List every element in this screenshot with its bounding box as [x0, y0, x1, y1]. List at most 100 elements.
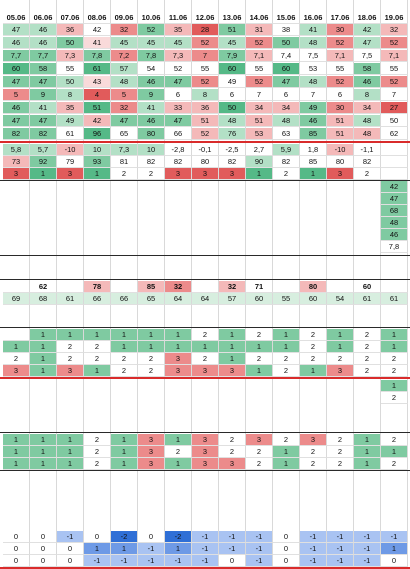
table-cell[interactable]: 43 — [84, 76, 111, 88]
table-cell[interactable]: 1 — [246, 365, 273, 377]
table-cell[interactable]: 73 — [3, 156, 30, 168]
table-cell[interactable]: 2 — [84, 434, 111, 446]
table-cell[interactable]: 46 — [30, 24, 57, 36]
table-cell[interactable]: 82 — [219, 156, 246, 168]
table-cell[interactable]: 1 — [165, 341, 192, 353]
table-cell[interactable]: 51 — [219, 24, 246, 36]
table-cell[interactable]: 1 — [30, 365, 57, 377]
table-cell[interactable]: 60 — [3, 63, 30, 75]
table-cell[interactable]: 2 — [381, 365, 408, 377]
table-cell[interactable]: 1 — [57, 458, 84, 470]
table-cell[interactable]: 46 — [138, 76, 165, 88]
table-cell[interactable]: 90 — [246, 156, 273, 168]
table-cell[interactable]: 7,3 — [111, 144, 138, 156]
table-cell[interactable]: 47 — [3, 24, 30, 36]
table-cell[interactable]: 2 — [354, 365, 381, 377]
table-cell[interactable]: 46 — [3, 102, 30, 114]
table-cell[interactable]: 46 — [381, 229, 408, 241]
table-cell[interactable]: 2 — [219, 446, 246, 458]
table-cell[interactable]: -1 — [246, 555, 273, 567]
table-cell[interactable]: 4 — [84, 89, 111, 101]
table-cell[interactable]: -1 — [300, 531, 327, 543]
table-cell[interactable]: 2 — [300, 446, 327, 458]
table-cell[interactable]: 1 — [165, 458, 192, 470]
table-cell[interactable]: -10 — [57, 144, 84, 156]
table-cell[interactable]: 2 — [300, 353, 327, 365]
table-cell[interactable]: 61 — [57, 293, 84, 305]
table-cell[interactable]: 1 — [84, 543, 111, 555]
table-cell[interactable]: 45 — [219, 37, 246, 49]
table-cell[interactable]: 1 — [84, 365, 111, 377]
table-cell[interactable]: 2 — [246, 458, 273, 470]
table-cell[interactable]: 66 — [84, 293, 111, 305]
table-cell[interactable]: 27 — [381, 102, 408, 114]
table-cell[interactable]: -1 — [354, 555, 381, 567]
table-cell[interactable]: 68 — [381, 205, 408, 217]
table-cell[interactable]: 7,8 — [381, 241, 408, 253]
table-cell[interactable]: 66 — [165, 128, 192, 140]
table-cell[interactable]: 7,3 — [57, 50, 84, 62]
date-header-cell[interactable]: 06.06 — [30, 12, 57, 24]
table-cell[interactable]: 47 — [30, 115, 57, 127]
table-cell[interactable]: 1 — [111, 446, 138, 458]
table-cell[interactable] — [192, 281, 219, 293]
table-cell[interactable]: 1 — [111, 434, 138, 446]
table-cell[interactable]: 1 — [327, 329, 354, 341]
table-cell[interactable]: 7,3 — [165, 50, 192, 62]
table-cell[interactable]: 1 — [327, 341, 354, 353]
table-cell[interactable]: -1 — [57, 531, 84, 543]
table-cell[interactable]: 60 — [246, 293, 273, 305]
table-cell[interactable]: 69 — [3, 293, 30, 305]
table-cell[interactable]: 7 — [300, 89, 327, 101]
table-cell[interactable]: 52 — [327, 37, 354, 49]
table-cell[interactable]: 32 — [219, 281, 246, 293]
table-cell[interactable]: 30 — [327, 102, 354, 114]
table-cell[interactable]: -1 — [327, 531, 354, 543]
table-cell[interactable]: 60 — [273, 63, 300, 75]
table-cell[interactable]: 41 — [30, 102, 57, 114]
table-cell[interactable]: 7,8 — [84, 50, 111, 62]
table-cell[interactable]: 1 — [111, 543, 138, 555]
table-cell[interactable]: 3 — [138, 446, 165, 458]
table-cell[interactable]: 1 — [57, 329, 84, 341]
table-cell[interactable]: 33 — [165, 102, 192, 114]
table-cell[interactable]: -1 — [192, 555, 219, 567]
table-cell[interactable]: 51 — [246, 115, 273, 127]
table-cell[interactable]: 2 — [327, 458, 354, 470]
table-cell[interactable]: 1 — [30, 341, 57, 353]
table-cell[interactable]: 2 — [381, 434, 408, 446]
table-cell[interactable]: 2 — [246, 446, 273, 458]
date-header-cell[interactable]: 18.06 — [354, 12, 381, 24]
table-cell[interactable]: 51 — [84, 102, 111, 114]
table-cell[interactable]: 7,2 — [111, 50, 138, 62]
table-cell[interactable]: 1 — [111, 329, 138, 341]
table-cell[interactable]: 48 — [300, 37, 327, 49]
table-cell[interactable]: 55 — [57, 63, 84, 75]
table-cell[interactable]: 2 — [111, 365, 138, 377]
table-cell[interactable]: 1 — [111, 458, 138, 470]
table-cell[interactable]: 0 — [3, 555, 30, 567]
table-cell[interactable]: 3 — [219, 365, 246, 377]
table-cell[interactable]: 85 — [138, 281, 165, 293]
table-cell[interactable]: 2 — [273, 434, 300, 446]
table-cell[interactable]: 47 — [30, 76, 57, 88]
table-cell[interactable]: 42 — [381, 181, 408, 193]
table-cell[interactable]: 48 — [354, 115, 381, 127]
table-cell[interactable]: 1 — [246, 168, 273, 180]
table-cell[interactable]: -1 — [192, 543, 219, 555]
table-cell[interactable]: 53 — [300, 63, 327, 75]
table-cell[interactable]: 5,9 — [273, 144, 300, 156]
table-cell[interactable]: 3 — [219, 168, 246, 180]
table-cell[interactable]: 55 — [381, 63, 408, 75]
table-cell[interactable]: 5,7 — [30, 144, 57, 156]
table-cell[interactable]: -1 — [327, 555, 354, 567]
table-cell[interactable]: 7,8 — [138, 50, 165, 62]
table-cell[interactable]: -1 — [327, 543, 354, 555]
table-cell[interactable]: 60 — [300, 293, 327, 305]
table-cell[interactable]: 41 — [84, 37, 111, 49]
table-cell[interactable]: 6 — [273, 89, 300, 101]
table-cell[interactable] — [111, 281, 138, 293]
table-cell[interactable]: 82 — [273, 156, 300, 168]
table-cell[interactable]: 49 — [219, 76, 246, 88]
table-cell[interactable]: 48 — [273, 115, 300, 127]
